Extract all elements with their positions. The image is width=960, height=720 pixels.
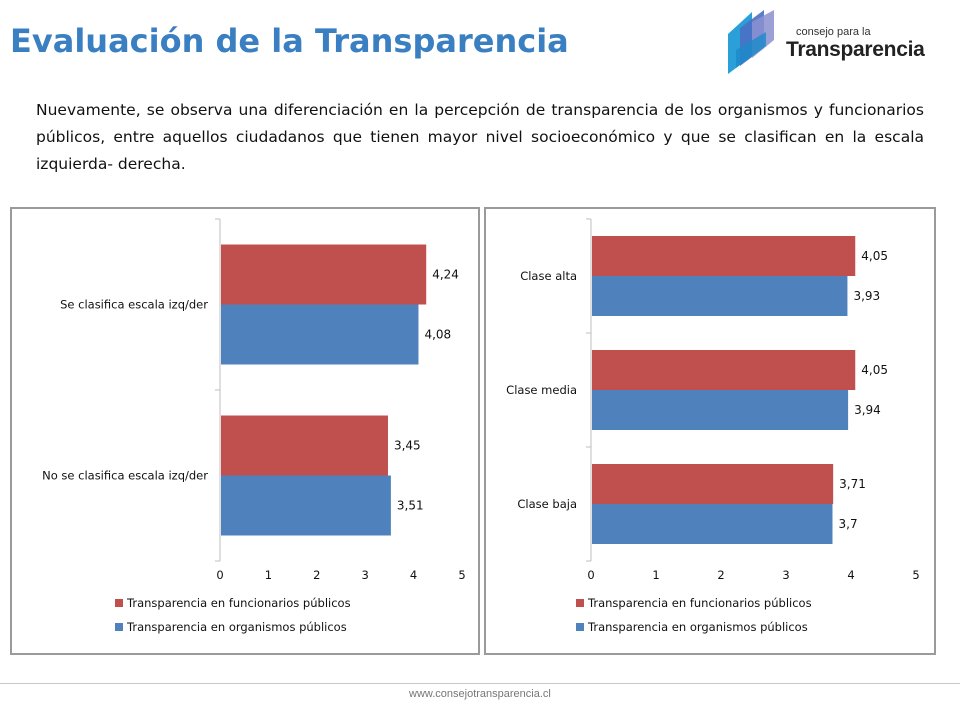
- legend-swatch: [576, 623, 584, 631]
- bar: [221, 304, 419, 365]
- x-tick-label: 5: [458, 568, 465, 582]
- logo-text-small: consejo para la: [796, 26, 871, 38]
- data-label: 4,08: [424, 328, 451, 342]
- data-label: 3,94: [854, 403, 881, 417]
- legend-label: Transparencia en organismos públicos: [587, 620, 808, 634]
- data-label: 3,45: [394, 439, 421, 453]
- data-label: 4,05: [861, 249, 888, 263]
- x-tick-label: 0: [587, 568, 594, 582]
- logo-mark-icon: [728, 10, 774, 74]
- bar: [221, 415, 388, 476]
- bar: [221, 244, 427, 305]
- legend-swatch: [576, 599, 584, 607]
- data-label: 4,24: [432, 268, 459, 282]
- bar: [592, 464, 834, 504]
- x-tick-label: 0: [216, 568, 223, 582]
- data-label: 3,93: [853, 289, 880, 303]
- category-label: No se clasifica escala izq/der: [42, 469, 208, 483]
- chart-clase: Clase alta 4,05 3,93 Clase media 4,05 3,94 Cla…: [506, 218, 920, 634]
- page-title: Evaluación de la Transparencia: [10, 22, 569, 60]
- footer-divider: [0, 683, 960, 684]
- chart-panel-clase: Clase alta 4,05 3,93 Clase media 4,05 3,94 Cla…: [484, 207, 936, 655]
- footer-url: www.consejotransparencia.cl: [409, 688, 551, 700]
- bar: [592, 236, 856, 276]
- bar: [592, 276, 848, 316]
- x-tick-label: 1: [265, 568, 272, 582]
- category-label: Se clasifica escala izq/der: [60, 298, 208, 312]
- x-tick-label: 2: [313, 568, 320, 582]
- legend-label: Transparencia en organismos públicos: [126, 620, 347, 634]
- chart-panel-escala: Se clasifica escala izq/der 4,24 4,08 No se…: [10, 207, 480, 655]
- logo-text-large: Transparencia: [786, 38, 925, 61]
- data-label: 3,7: [839, 517, 858, 531]
- bar: [592, 504, 833, 544]
- body-paragraph: Nuevamente, se observa una diferenciació…: [36, 101, 924, 173]
- logo: consejo para la Transparencia: [726, 10, 926, 76]
- bar: [592, 350, 856, 390]
- category-label: Clase baja: [517, 497, 577, 511]
- category-label: Clase media: [506, 383, 577, 397]
- bar: [592, 390, 849, 430]
- x-tick-label: 3: [782, 568, 789, 582]
- legend-label: Transparencia en funcionarios públicos: [126, 596, 351, 610]
- chart-escala: Se clasifica escala izq/der 4,24 4,08 No se…: [42, 218, 466, 634]
- legend-swatch: [115, 599, 123, 607]
- x-tick-label: 2: [717, 568, 724, 582]
- legend-swatch: [115, 623, 123, 631]
- x-tick-label: 1: [652, 568, 659, 582]
- data-label: 3,71: [839, 477, 866, 491]
- x-tick-label: 3: [362, 568, 369, 582]
- data-label: 4,05: [861, 363, 888, 377]
- legend-label: Transparencia en funcionarios públicos: [587, 596, 812, 610]
- x-tick-label: 4: [847, 568, 854, 582]
- x-tick-label: 4: [410, 568, 417, 582]
- x-tick-label: 5: [912, 568, 919, 582]
- bar: [221, 475, 391, 536]
- category-label: Clase alta: [520, 269, 577, 283]
- data-label: 3,51: [397, 499, 424, 513]
